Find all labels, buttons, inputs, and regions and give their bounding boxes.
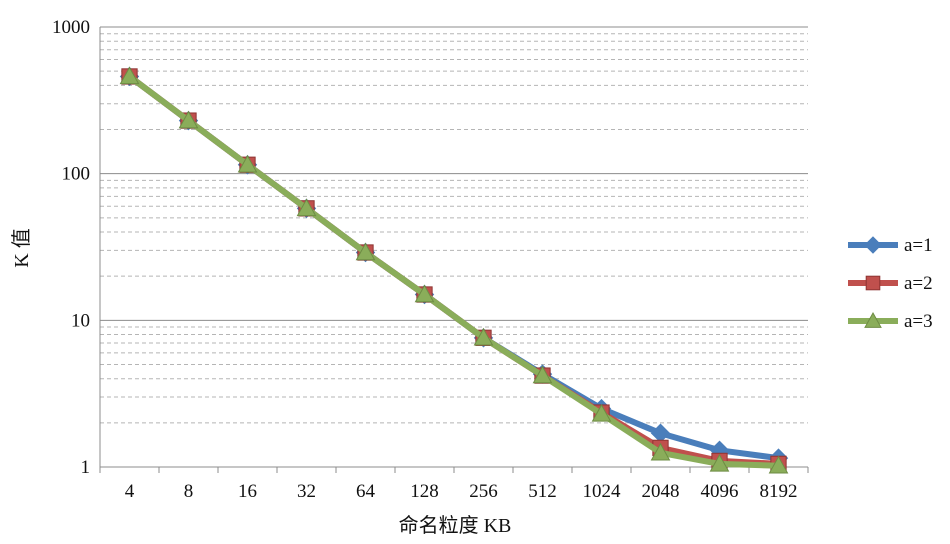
- x-tick-label: 8192: [760, 481, 798, 502]
- data-point: [473, 327, 494, 346]
- series-1: [119, 66, 789, 468]
- data-point: [768, 455, 789, 474]
- legend-label: a=3: [904, 311, 933, 332]
- y-tick-label: 1000: [52, 17, 90, 38]
- x-tick-label: 4: [125, 481, 135, 502]
- legend-marker: [864, 236, 882, 254]
- legend-item: a=1: [848, 235, 933, 256]
- y-tick-label: 10: [71, 310, 90, 331]
- legend-marker: [865, 275, 881, 291]
- y-tick-label: 1: [81, 457, 91, 478]
- data-point: [650, 442, 671, 461]
- legend-marker: [864, 311, 882, 328]
- x-tick-label: 256: [469, 481, 498, 502]
- x-tick-label: 8: [184, 481, 194, 502]
- data-point: [237, 154, 258, 173]
- x-tick-label: 64: [356, 481, 376, 502]
- legend-item: a=3: [848, 311, 933, 332]
- data-point: [532, 365, 553, 384]
- legend-item: a=2: [848, 273, 933, 294]
- data-point: [591, 403, 612, 422]
- x-tick-label: 1024: [583, 481, 622, 502]
- data-point: [296, 198, 317, 217]
- legend-label: a=1: [904, 235, 933, 256]
- series-line: [126, 73, 782, 462]
- data-point: [119, 66, 140, 85]
- data-point: [178, 110, 199, 129]
- series-line: [126, 73, 782, 467]
- x-tick-label: 2048: [642, 481, 680, 502]
- x-tick-label: 16: [238, 481, 257, 502]
- x-tick-label: 4096: [701, 481, 739, 502]
- data-point: [355, 242, 376, 261]
- legend-label: a=2: [904, 273, 933, 294]
- series-line: [126, 73, 782, 469]
- data-point: [709, 453, 730, 472]
- series-layer: [119, 66, 789, 474]
- data-point: [414, 284, 435, 303]
- x-axis-title: 命名粒度 KB: [399, 514, 512, 537]
- grid-layer: [100, 26, 808, 468]
- legend: a=1 a=2 a=3: [848, 235, 933, 332]
- x-tick-label: 512: [528, 481, 557, 502]
- y-tick-label: 100: [62, 164, 91, 185]
- data-point: [650, 423, 671, 443]
- x-tick-label: 32: [297, 481, 316, 502]
- y-axis-title: K 值: [10, 228, 33, 267]
- x-tick-label: 128: [410, 481, 439, 502]
- series-3: [119, 66, 789, 474]
- axes-layer: 1 10 100 1000 4 8 16 32 64 128 256 512 1024 2048 4096 8…: [52, 17, 809, 502]
